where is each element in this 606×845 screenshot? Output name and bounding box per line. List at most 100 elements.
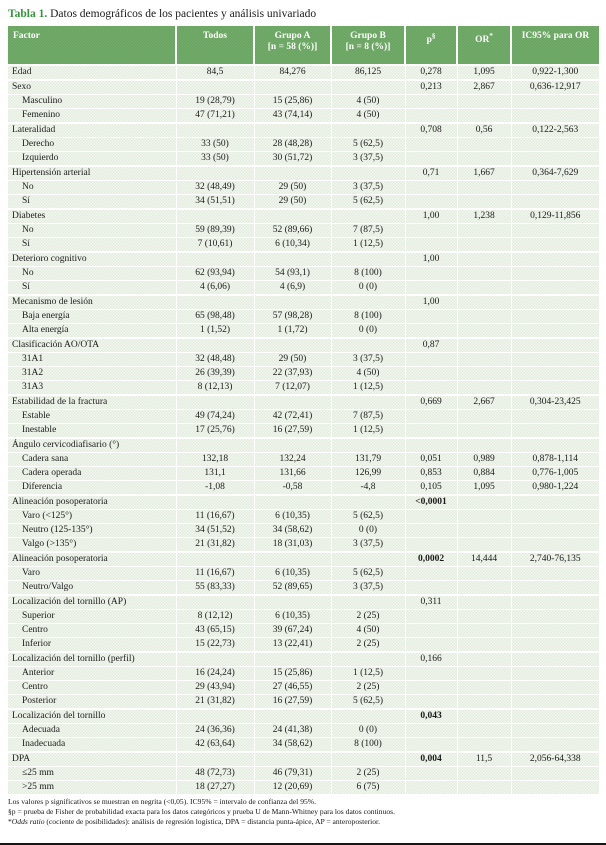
value-cell — [330, 437, 405, 453]
table-row: No 32 (48,49) 29 (50) 3 (37,5) — [8, 180, 599, 195]
value-cell — [253, 337, 331, 353]
value-cell — [510, 694, 599, 710]
factor-cell: Sí — [8, 237, 176, 253]
value-cell: 3 (37,5) — [330, 180, 405, 195]
factor-cell: No — [8, 266, 176, 281]
value-cell: 4 (50) — [330, 623, 405, 638]
value-cell — [404, 366, 457, 381]
factor-cell: 31A2 — [8, 366, 176, 381]
value-cell: 33 (50) — [175, 137, 254, 152]
factor-cell: No — [8, 180, 176, 195]
value-cell — [510, 537, 599, 553]
value-cell — [456, 566, 511, 581]
value-cell — [510, 309, 599, 324]
factor-cell: Neutro (125-135°) — [8, 523, 176, 538]
value-cell: 0,364-7,629 — [510, 165, 599, 181]
value-cell: 43 (74,14) — [253, 108, 331, 124]
value-cell — [456, 594, 511, 610]
value-cell: 15 (25,86) — [253, 94, 331, 109]
value-cell: 39 (67,24) — [253, 623, 331, 638]
value-cell: 1,00 — [404, 294, 457, 310]
value-cell: 3 (37,5) — [330, 580, 405, 596]
value-cell: 32 (48,48) — [175, 352, 254, 367]
value-cell: 65 (98,48) — [175, 309, 254, 324]
value-cell: 4 (50) — [330, 108, 405, 124]
value-cell — [510, 523, 599, 538]
value-cell — [456, 137, 511, 152]
value-cell — [510, 666, 599, 681]
value-cell — [404, 566, 457, 581]
factor-cell: Edad — [8, 64, 176, 81]
header-row: Factor Todos Grupo A [n = 58 (%)] Grupo … — [8, 26, 599, 65]
value-cell: 0,776-1,005 — [510, 466, 599, 481]
col-header-todos: Todos — [175, 26, 254, 65]
table-row: Edad 84,5 84,276 86,125 0,278 1,095 0,922-1,30… — [8, 64, 599, 81]
value-cell: 0,980-1,224 — [510, 480, 599, 496]
value-cell — [330, 165, 405, 181]
value-cell — [175, 751, 254, 767]
factor-cell: 31A3 — [8, 380, 176, 396]
value-cell: 0,884 — [456, 466, 511, 481]
value-cell — [253, 165, 331, 181]
factor-cell: Hipertensión arterial — [8, 165, 176, 181]
value-cell: 15 (22,73) — [175, 637, 254, 653]
value-cell — [330, 494, 405, 510]
value-cell — [456, 423, 511, 439]
value-cell: 2,667 — [456, 394, 511, 410]
value-cell — [175, 251, 254, 267]
value-cell — [253, 208, 331, 224]
value-cell: 62 (93,94) — [175, 266, 254, 281]
value-cell — [253, 751, 331, 767]
value-cell — [253, 294, 331, 310]
value-cell: 131,66 — [253, 466, 331, 481]
value-cell — [456, 580, 511, 596]
footnote-odds-italic: Odds ratio — [11, 817, 45, 826]
value-cell: 46 (79,31) — [253, 766, 331, 781]
value-cell — [510, 294, 599, 310]
value-cell — [175, 208, 254, 224]
value-cell: 29 (50) — [253, 194, 331, 210]
table-row: Adecuada 24 (36,36) 24 (41,38) 0 (0) — [8, 723, 599, 738]
value-cell: 1,238 — [456, 208, 511, 224]
value-cell: 0,304-23,425 — [510, 394, 599, 410]
value-cell: 0,166 — [404, 651, 457, 667]
table-row: 31A3 8 (12,13) 7 (12,07) 1 (12,5) — [8, 380, 599, 396]
value-cell — [510, 494, 599, 510]
value-cell: 16 (27,59) — [253, 694, 331, 710]
value-cell: <0,0001 — [404, 494, 457, 510]
factor-cell: DPA — [8, 751, 176, 767]
value-cell: 29 (43,94) — [175, 680, 254, 695]
factor-cell: Localización del tornillo (AP) — [8, 594, 176, 610]
factor-cell: Neutro/Valgo — [8, 580, 176, 596]
value-cell: 34 (51,51) — [175, 194, 254, 210]
value-cell: 4 (50) — [330, 366, 405, 381]
value-cell — [404, 609, 457, 624]
value-cell: 3 (37,5) — [330, 151, 405, 167]
col-header-grupo-a-name: Grupo A — [274, 31, 311, 41]
value-cell: 8 (12,12) — [175, 609, 254, 624]
value-cell — [456, 223, 511, 238]
value-cell: 30 (51,72) — [253, 151, 331, 167]
value-cell — [404, 94, 457, 109]
value-cell: 13 (22,41) — [253, 637, 331, 653]
value-cell — [330, 394, 405, 410]
value-cell — [510, 94, 599, 109]
footnotes: Los valores p significativos se muestran… — [8, 797, 599, 827]
p-footnote-mark: § — [431, 32, 436, 40]
value-cell — [456, 352, 511, 367]
value-cell: 1 (1,52) — [175, 323, 254, 339]
table-row: Inadecuada 42 (63,64) 34 (58,62) 8 (100) — [8, 737, 599, 753]
footnote-p-test: §p = prueba de Fisher de probabilidad ex… — [8, 807, 396, 816]
value-cell: 7 (10,61) — [175, 237, 254, 253]
value-cell — [404, 780, 457, 795]
value-cell — [175, 165, 254, 181]
value-cell: 2,867 — [456, 79, 511, 95]
value-cell — [175, 437, 254, 453]
value-cell: 7 (12,07) — [253, 380, 331, 396]
table-row: Femenino 47 (71,21) 43 (74,14) 4 (50) — [8, 108, 599, 124]
value-cell: 57 (98,28) — [253, 309, 331, 324]
value-cell: 0,922-1,300 — [510, 64, 599, 81]
value-cell: 1,095 — [456, 64, 511, 81]
value-cell — [456, 708, 511, 724]
value-cell: 0 (0) — [330, 523, 405, 538]
